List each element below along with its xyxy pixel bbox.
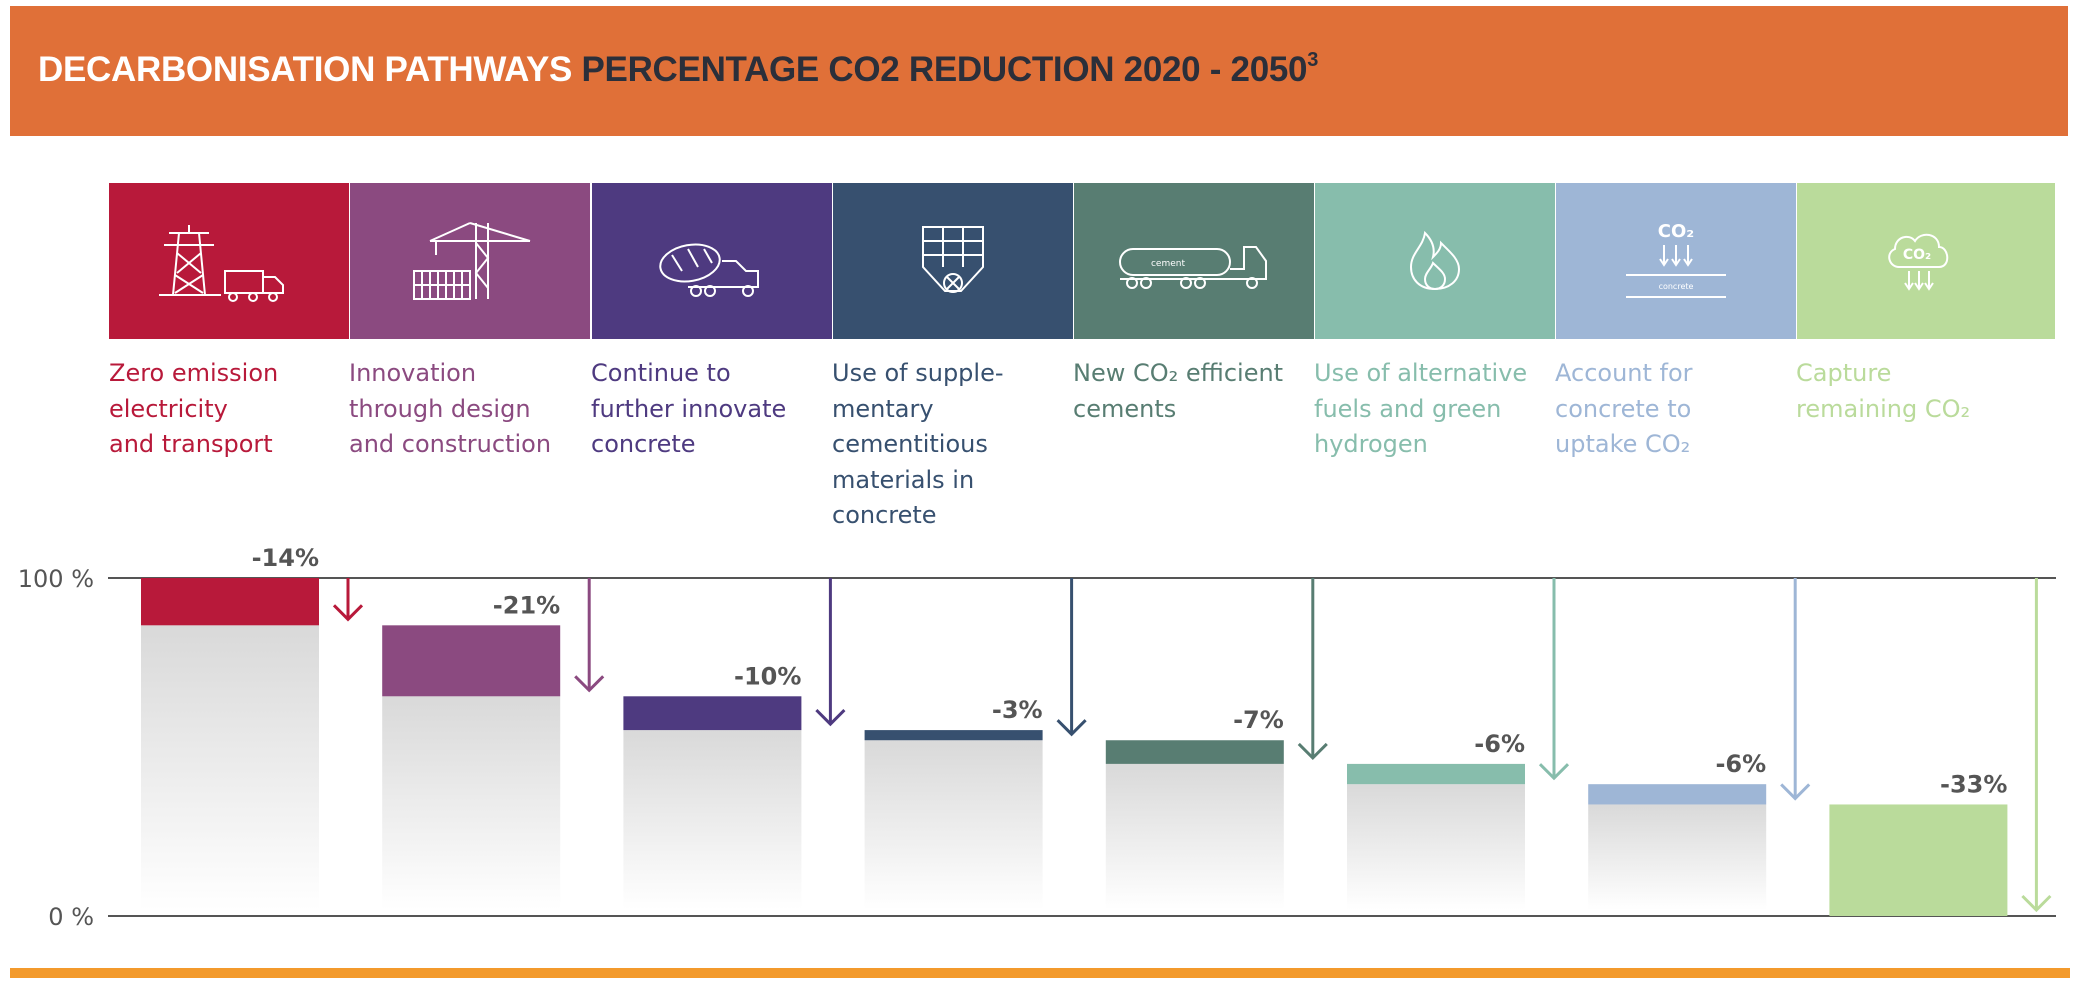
step-caption-2: Innovation through design and constructi…	[349, 356, 585, 463]
co2-text: CO₂	[1658, 221, 1694, 242]
remaining-bar	[1347, 784, 1525, 910]
caption-line: electricity	[109, 394, 228, 423]
data-label: -6%	[1715, 750, 1766, 778]
step-arrowhead	[1056, 719, 1087, 737]
cement-silo-icon	[922, 226, 984, 293]
tile-efficient-cements: cement	[1074, 183, 1314, 339]
title-part-2: PERCENTAGE CO2 REDUCTION 2020 - 2050	[581, 50, 1308, 89]
caption-line: Account for	[1555, 359, 1693, 387]
caption-line: Continue to	[591, 359, 731, 387]
step-caption-6: Use of alternative fuels and green hydro…	[1314, 356, 1550, 463]
data-label: -6%	[1474, 730, 1525, 758]
step-arrowhead	[574, 675, 605, 693]
remaining-bar	[382, 696, 561, 910]
caption-line: and construction	[349, 430, 552, 458]
step-arrowhead	[1297, 742, 1328, 761]
caption-line: concrete	[591, 430, 696, 458]
flame-icon	[1409, 230, 1461, 291]
step-arrowhead	[332, 604, 364, 622]
tile-concrete-uptake: CO₂ concrete	[1556, 183, 1796, 339]
tile-innovate-concrete	[592, 183, 832, 339]
step-arrowhead	[815, 709, 846, 727]
y-tick-label: 100 %	[18, 565, 94, 593]
remaining-bar	[1105, 763, 1284, 910]
caption-line: New CO₂ efficient	[1073, 359, 1284, 387]
caption-line: Use of alternative	[1314, 359, 1528, 387]
caption-line: hydrogen	[1314, 430, 1428, 458]
cloud-co2-text: CO₂	[1903, 247, 1931, 263]
title-banner: DECARBONISATION PATHWAYS PERCENTAGE CO2 …	[10, 6, 2068, 136]
tile-zero-emission	[109, 183, 349, 339]
footnote-marker: 3	[1307, 49, 1319, 72]
step-arrowhead	[2021, 894, 2052, 913]
step-caption-1: Zero emission electricity and transport	[109, 356, 345, 463]
co2-cloud-capture-icon: CO₂	[1888, 233, 1949, 291]
caption-line: Use of supple-	[832, 359, 1004, 387]
remaining-bar	[623, 730, 802, 910]
step-caption-8: Capture remaining CO₂	[1796, 356, 2032, 427]
concrete-mixer-truck-icon	[659, 243, 759, 297]
construction-crane-icon	[413, 222, 531, 300]
reduction-bar	[1829, 804, 2008, 916]
step-arrowhead	[1780, 783, 1811, 801]
step-caption-5: New CO₂ efficient cements	[1073, 356, 1309, 427]
tile-innovation-design	[350, 183, 590, 339]
cement-tanker-truck-icon: cement	[1119, 246, 1267, 289]
caption-line: further innovate	[591, 394, 787, 423]
chart-title: DECARBONISATION PATHWAYS PERCENTAGE CO2 …	[38, 49, 1319, 90]
concrete-text: concrete	[1659, 282, 1694, 291]
step-caption-3: Continue to further innovate concrete	[591, 356, 827, 463]
data-label: -10%	[734, 662, 801, 690]
tile-alternative-fuels	[1315, 183, 1555, 339]
caption-line: materials in	[832, 465, 975, 494]
title-part-1: DECARBONISATION PATHWAYS	[38, 50, 573, 89]
step-caption-4: Use of supple- mentary cementitious mate…	[832, 356, 1068, 534]
reduction-bar	[141, 578, 319, 626]
co2-uptake-icon: CO₂ concrete	[1626, 221, 1726, 298]
step-arrowhead	[1538, 763, 1570, 781]
tile-capture: CO₂	[1797, 183, 2055, 339]
caption-line: mentary	[832, 394, 934, 423]
caption-line: cements	[1073, 394, 1177, 423]
reduction-bar	[382, 625, 561, 697]
caption-line: and transport	[109, 430, 273, 458]
caption-line: concrete to	[1555, 394, 1692, 423]
caption-line: Capture	[1796, 359, 1892, 387]
reduction-bar	[1588, 784, 1767, 805]
caption-line: through design	[349, 394, 531, 423]
data-label: -21%	[493, 591, 560, 619]
reduction-bar	[1347, 763, 1525, 785]
reduction-bar	[1105, 740, 1284, 764]
data-label: -14%	[252, 544, 319, 572]
step-caption-7: Account for concrete to uptake CO₂	[1555, 356, 1791, 463]
bottom-rule	[10, 968, 2070, 978]
power-pylon-truck-icon	[159, 225, 284, 302]
waterfall-chart: 100 % 0 % -14% -21% -10% -3% -7% -6% -6% -33%	[18, 544, 2056, 930]
data-label: -3%	[992, 696, 1043, 724]
remaining-bar	[1588, 804, 1767, 910]
y-tick-label: 0 %	[48, 903, 94, 930]
remaining-bar	[141, 625, 319, 910]
caption-line: fuels and green	[1314, 394, 1502, 423]
caption-line: remaining CO₂	[1796, 394, 1971, 423]
caption-line: concrete	[832, 501, 937, 529]
reduction-bar	[864, 730, 1043, 741]
caption-line: cementitious	[832, 430, 988, 458]
caption-line: uptake CO₂	[1555, 430, 1691, 458]
data-label: -33%	[1940, 770, 2007, 798]
caption-line: Zero emission	[109, 359, 279, 387]
data-label: -7%	[1233, 706, 1284, 734]
tanker-label: cement	[1151, 259, 1185, 269]
tile-scm	[833, 183, 1073, 339]
remaining-bar	[864, 740, 1043, 910]
caption-line: Innovation	[349, 359, 477, 387]
reduction-bar	[623, 696, 802, 731]
